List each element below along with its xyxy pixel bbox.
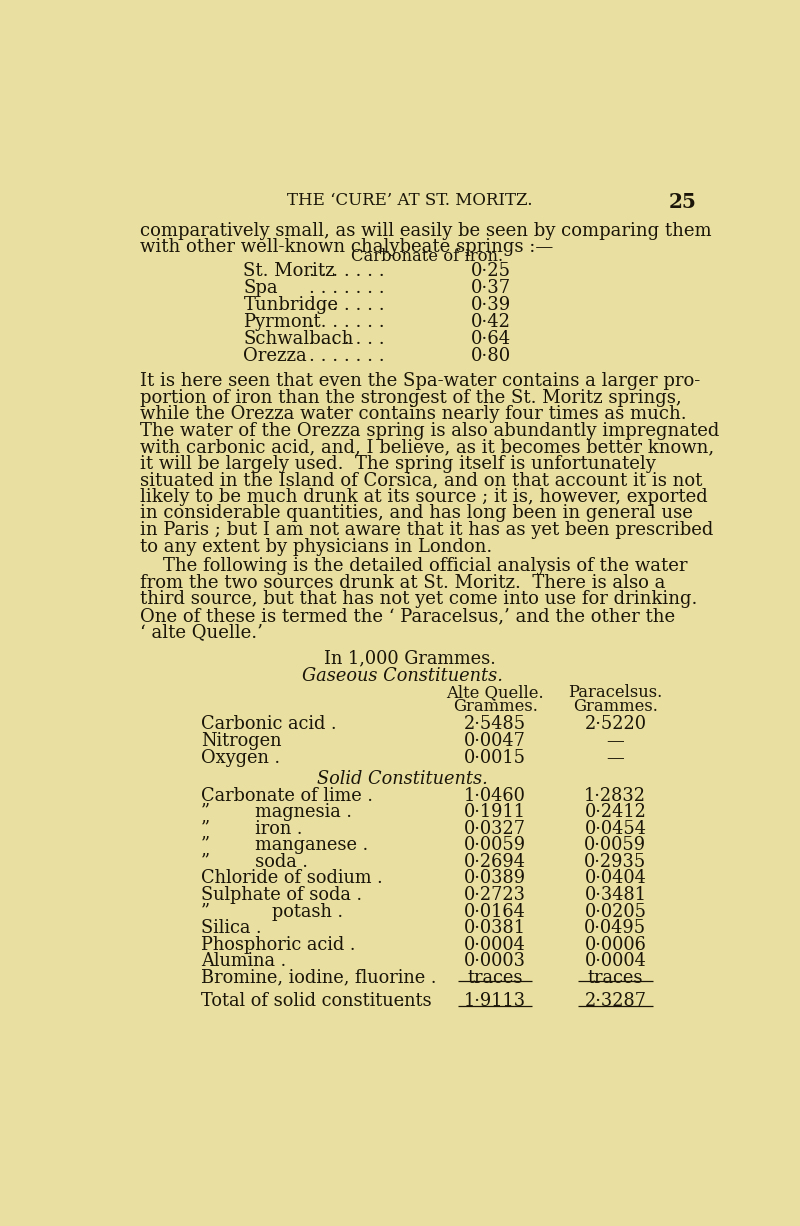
Text: Chloride of sodium .: Chloride of sodium . <box>201 869 382 888</box>
Text: . . . . . . .: . . . . . . . <box>310 347 385 365</box>
Text: Carbonate of lime .: Carbonate of lime . <box>201 787 373 804</box>
Text: third source, but that has not yet come into use for drinking.: third source, but that has not yet come … <box>140 591 698 608</box>
Text: while the Orezza water contains nearly four times as much.: while the Orezza water contains nearly f… <box>140 405 687 423</box>
Text: Silica .: Silica . <box>201 920 262 937</box>
Text: 0·80: 0·80 <box>470 347 510 365</box>
Text: . . . . . . .: . . . . . . . <box>310 330 385 348</box>
Text: 0·0015: 0·0015 <box>464 749 526 766</box>
Text: 1·0460: 1·0460 <box>464 787 526 804</box>
Text: —: — <box>606 749 624 766</box>
Text: traces: traces <box>467 969 523 987</box>
Text: —: — <box>606 732 624 750</box>
Text: 0·0059: 0·0059 <box>584 836 646 855</box>
Text: 0·0004: 0·0004 <box>464 935 526 954</box>
Text: St. Moritz: St. Moritz <box>243 262 335 281</box>
Text: The following is the detailed official analysis of the water: The following is the detailed official a… <box>140 558 688 575</box>
Text: 1·9113: 1·9113 <box>464 992 526 1010</box>
Text: 0·0389: 0·0389 <box>464 869 526 888</box>
Text: 0·42: 0·42 <box>470 313 510 331</box>
Text: Oxygen .: Oxygen . <box>201 749 280 766</box>
Text: ”        soda .: ” soda . <box>201 853 308 870</box>
Text: It is here seen that even the Spa-water contains a larger pro-: It is here seen that even the Spa-water … <box>140 371 701 390</box>
Text: to any extent by physicians in London.: to any extent by physicians in London. <box>140 537 493 555</box>
Text: One of these is termed the ‘ Paracelsus,’ and the other the: One of these is termed the ‘ Paracelsus,… <box>140 607 675 625</box>
Text: 0·37: 0·37 <box>470 280 510 297</box>
Text: The water of the Orezza spring is also abundantly impregnated: The water of the Orezza spring is also a… <box>140 422 720 440</box>
Text: Grammes.: Grammes. <box>573 698 658 715</box>
Text: in considerable quantities, and has long been in general use: in considerable quantities, and has long… <box>140 504 693 522</box>
Text: 0·0404: 0·0404 <box>585 869 646 888</box>
Text: 0·3481: 0·3481 <box>584 886 646 904</box>
Text: ”        magnesia .: ” magnesia . <box>201 803 352 821</box>
Text: Alte Quelle.: Alte Quelle. <box>446 684 544 701</box>
Text: Grammes.: Grammes. <box>453 698 538 715</box>
Text: . .: . . <box>388 992 405 1010</box>
Text: likely to be much drunk at its source ; it is, however, exported: likely to be much drunk at its source ; … <box>140 488 708 506</box>
Text: 0·0006: 0·0006 <box>585 935 646 954</box>
Text: ‘ alte Quelle.’: ‘ alte Quelle.’ <box>140 624 263 641</box>
Text: Tunbridge: Tunbridge <box>243 297 338 314</box>
Text: 0·64: 0·64 <box>470 330 510 348</box>
Text: 0·2694: 0·2694 <box>464 853 526 870</box>
Text: . . . . . . .: . . . . . . . <box>310 313 385 331</box>
Text: 0·0004: 0·0004 <box>585 953 646 970</box>
Text: . . . . . . .: . . . . . . . <box>310 280 385 297</box>
Text: 0·0327: 0·0327 <box>464 820 526 837</box>
Text: 25: 25 <box>669 191 697 212</box>
Text: Spa: Spa <box>243 280 278 297</box>
Text: with carbonic acid, and, I believe, as it becomes better known,: with carbonic acid, and, I believe, as i… <box>140 438 714 456</box>
Text: Pyrmont: Pyrmont <box>243 313 321 331</box>
Text: Bromine, iodine, fluorine .: Bromine, iodine, fluorine . <box>201 969 436 987</box>
Text: from the two sources drunk at St. Moritz.  There is also a: from the two sources drunk at St. Moritz… <box>140 574 666 592</box>
Text: Phosphoric acid .: Phosphoric acid . <box>201 935 355 954</box>
Text: 0·1911: 0·1911 <box>464 803 526 821</box>
Text: In 1,000 Grammes.: In 1,000 Grammes. <box>324 650 496 667</box>
Text: Sulphate of soda .: Sulphate of soda . <box>201 886 362 904</box>
Text: comparatively small, as will easily be seen by comparing them: comparatively small, as will easily be s… <box>140 222 712 240</box>
Text: it will be largely used.  The spring itself is unfortunately: it will be largely used. The spring itse… <box>140 455 656 473</box>
Text: Total of solid constituents: Total of solid constituents <box>201 992 431 1010</box>
Text: 0·0003: 0·0003 <box>464 953 526 970</box>
Text: 0·39: 0·39 <box>470 297 510 314</box>
Text: THE ‘CURE’ AT ST. MORITZ.: THE ‘CURE’ AT ST. MORITZ. <box>287 191 533 208</box>
Text: ”        manganese .: ” manganese . <box>201 836 368 855</box>
Text: in Paris ; but I am not aware that it has as yet been prescribed: in Paris ; but I am not aware that it ha… <box>140 521 714 539</box>
Text: situated in the Island of Corsica, and on that account it is not: situated in the Island of Corsica, and o… <box>140 471 702 489</box>
Text: . . . . . . .: . . . . . . . <box>310 297 385 314</box>
Text: traces: traces <box>588 969 643 987</box>
Text: Schwalbach: Schwalbach <box>243 330 354 348</box>
Text: Carbonate of iron.: Carbonate of iron. <box>351 249 503 265</box>
Text: Orezza: Orezza <box>243 347 307 365</box>
Text: Nitrogen: Nitrogen <box>201 732 282 750</box>
Text: . . . . . . .: . . . . . . . <box>310 262 385 281</box>
Text: 2·5485: 2·5485 <box>464 716 526 733</box>
Text: 2·3287: 2·3287 <box>584 992 646 1010</box>
Text: ”        iron .: ” iron . <box>201 820 302 837</box>
Text: 0·0495: 0·0495 <box>584 920 646 937</box>
Text: Solid Constituents.: Solid Constituents. <box>317 770 488 788</box>
Text: 0·0205: 0·0205 <box>584 902 646 921</box>
Text: 0·0454: 0·0454 <box>584 820 646 837</box>
Text: 0·0047: 0·0047 <box>464 732 526 750</box>
Text: ”           potash .: ” potash . <box>201 902 342 921</box>
Text: Carbonic acid .: Carbonic acid . <box>201 716 336 733</box>
Text: portion of iron than the strongest of the St. Moritz springs,: portion of iron than the strongest of th… <box>140 389 682 407</box>
Text: 0·25: 0·25 <box>470 262 510 281</box>
Text: 0·0059: 0·0059 <box>464 836 526 855</box>
Text: 2·5220: 2·5220 <box>584 716 646 733</box>
Text: 0·2723: 0·2723 <box>464 886 526 904</box>
Text: Paracelsus.: Paracelsus. <box>568 684 662 701</box>
Text: 0·0164: 0·0164 <box>464 902 526 921</box>
Text: 0·2935: 0·2935 <box>584 853 646 870</box>
Text: 0·2412: 0·2412 <box>585 803 646 821</box>
Text: Alumina .: Alumina . <box>201 953 286 970</box>
Text: 0·0381: 0·0381 <box>464 920 526 937</box>
Text: with other well-known chalybeate springs :—: with other well-known chalybeate springs… <box>140 238 554 256</box>
Text: Gaseous Constituents.: Gaseous Constituents. <box>302 667 502 685</box>
Text: 1·2832: 1·2832 <box>584 787 646 804</box>
